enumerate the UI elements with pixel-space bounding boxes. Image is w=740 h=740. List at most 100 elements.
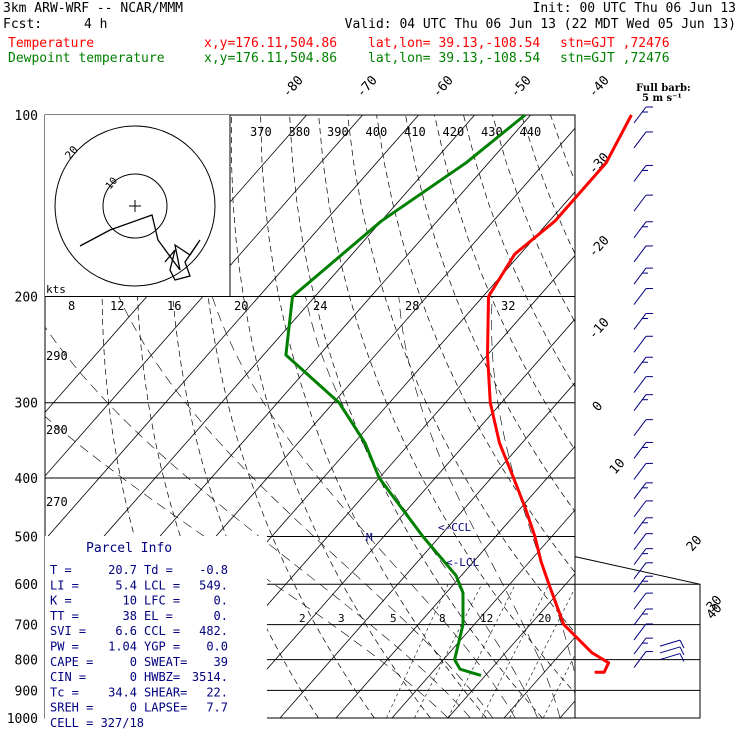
pressure-tick-label: 600 [15,578,38,593]
wind-barb [633,462,653,480]
mixing-ratio-label: 12 [480,612,493,625]
theta-label: 380 [289,125,311,139]
pressure-tick-label: 500 [15,530,38,545]
valid-time: Valid: 04 UTC Thu 06 Jun 13 (22 MDT Wed … [344,17,736,32]
wind-barb [633,356,653,374]
wind-barb [633,335,653,353]
mixing-ratio-line [386,584,449,719]
dry-adiabat [347,115,575,634]
temperature-line [486,114,633,674]
parcel-label: PW = [50,640,79,654]
parcel-label: T = [50,563,72,577]
wind-barb [633,267,653,285]
pressure-tick-label: 1000 [7,712,38,727]
isotherm [335,445,575,719]
parcel-label: LI = [50,578,79,592]
grid-layer [44,114,740,719]
dry-adiabat [724,115,740,718]
isotherm-label: 0 [590,399,606,415]
mixing-ratio-label: 2 [299,612,306,625]
isotherm-label: -70 [354,73,381,100]
parcel-value: 34.4 [108,685,137,699]
hodograph-speed-label: 20 [234,299,248,313]
isotherm-label: -10 [586,315,613,342]
parcel-value: 0. [214,609,228,623]
parcel-label: K = [50,594,72,608]
mixing-ratio-line [509,587,575,719]
parcel-value: 22. [206,685,228,699]
parcel-value: 482. [199,624,228,638]
legend-temp-stn: stn=GJT ,72476 [560,36,670,51]
parcel-cell: CELL = 327/18 [50,716,144,730]
barb-legend: Full barb: 5 m s⁻¹ [636,84,691,104]
parcel-value: 20.7 [108,563,137,577]
parcel-value: 7.7 [206,701,228,715]
wind-barb [633,533,653,550]
parcel-label: LFC = [144,594,180,608]
isotherm [45,115,475,604]
isotherm-label: -50 [508,73,535,100]
mixing-ratio-label: 20 [538,612,551,625]
isotherm [447,573,575,719]
wind-barb [633,608,653,626]
legend-dew-latlon: lat,lon= 39.13,-108.54 [368,51,541,66]
parcel-value: 0 [130,655,137,669]
parcel-value: 0 [130,701,137,715]
isotherm [223,318,575,719]
parcel-title: Parcel Info [86,541,172,556]
dry-adiabat [550,115,575,182]
wind-barb [633,500,653,518]
wind-barb [659,646,685,656]
mixing-ratio-line [414,584,482,719]
wind-barb [633,651,653,668]
wind-barb [633,288,653,305]
isotherm [503,636,575,719]
model-title: 3km ARW-WRF -- NCAR/MMM [3,1,184,16]
moist-adiabat [45,416,449,719]
wind-barb [633,482,653,500]
parcel-value: 38 [123,609,137,623]
theta-label: 400 [366,125,388,139]
legend-dew-stn: stn=GJT ,72476 [560,51,670,66]
parcel-label: SVI = [50,624,86,638]
legend-temp-latlon: lat,lon= 39.13,-108.54 [368,36,541,51]
dry-adiabat [666,115,740,718]
parcel-label: LCL = [144,578,180,592]
fcst-value: 4 h [84,17,108,32]
parcel-info-panel: Parcel Info T = 20.7 Td = -0.8 LI = 5.4 LCL = 5… [45,536,267,730]
dry-adiabat [318,115,575,694]
mixing-ratio-label: 5 [390,612,397,625]
mixing-ratio-line [481,584,550,719]
parcel-value: -0.8 [199,563,228,577]
marker-ccl: <-CCL [438,521,471,534]
dry-adiabat [260,115,487,719]
hodograph-speed-label: 32 [501,299,515,313]
moist-adiabat [491,296,575,676]
parcel-label: CAPE = [50,655,93,669]
wind-barb [633,194,653,212]
dry-adiabat [376,115,575,573]
hodograph-speed-label: 8 [68,299,75,313]
parcel-label: LAPSE= [144,701,187,715]
theta-label: 430 [481,125,503,139]
isotherm-label: -20 [586,233,613,260]
dry-adiabat [463,115,575,388]
moist-adiabat [576,297,605,719]
wind-barb [633,623,653,641]
wind-barb [633,131,653,149]
wind-barb [659,653,685,662]
isotherm [45,115,419,541]
parcel-label: YGP = [144,640,180,654]
legend-dew-xy: x,y=176.11,504.86 [204,51,338,66]
isotherm [279,382,575,719]
wind-barb [633,441,653,459]
mixing-ratio-label: 8 [439,612,446,625]
pressure-tick-label: 200 [15,291,38,306]
mixing-ratio-line [447,584,516,719]
mixing-ratio-line [542,654,575,719]
fcst-label: Fcst: [3,17,43,32]
isotherm-label: -30 [586,150,613,177]
isotherm [616,115,740,718]
isotherm-label: -80 [280,73,307,100]
